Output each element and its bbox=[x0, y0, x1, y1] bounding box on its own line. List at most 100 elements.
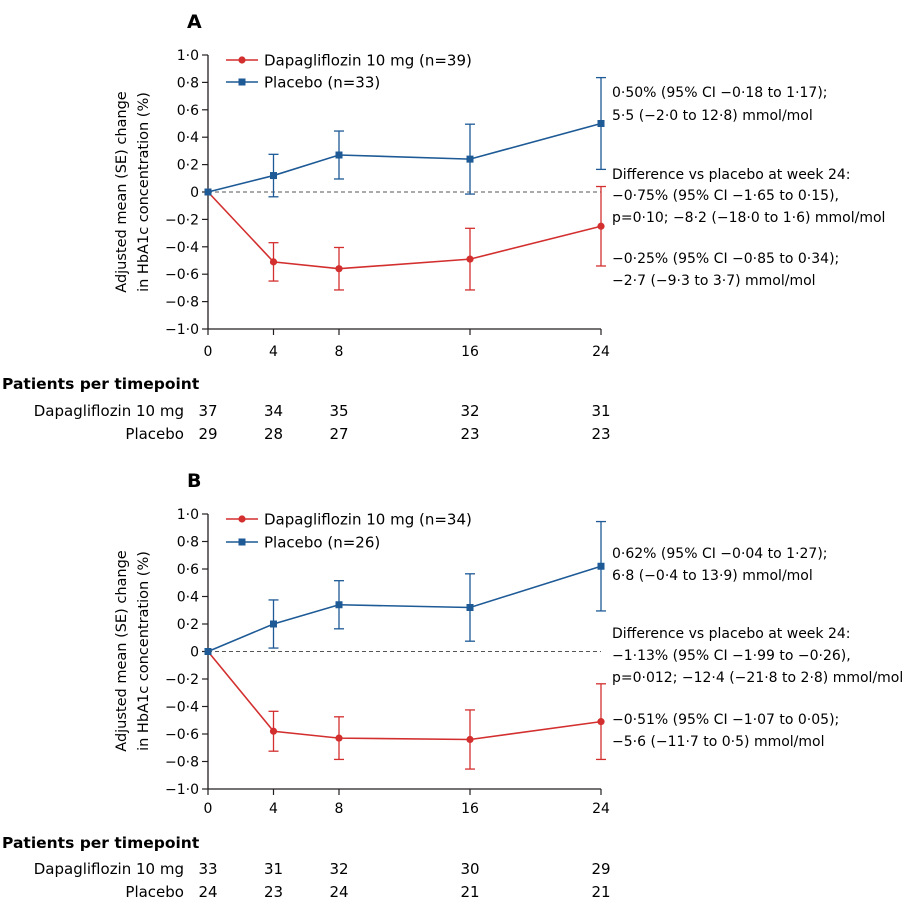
x-tick-label: 16 bbox=[461, 801, 479, 817]
legend-label-placebo: Placebo (n=26) bbox=[264, 534, 380, 552]
annotation-difference: Difference vs placebo at week 24: bbox=[612, 626, 851, 642]
data-point-placebo bbox=[335, 151, 343, 159]
annotation-placebo: 0·62% (95% CI −0·04 to 1·27); bbox=[612, 546, 828, 562]
legend-label-dapagliflozin: Dapagliflozin 10 mg (n=39) bbox=[264, 52, 472, 70]
patients-count: 33 bbox=[198, 860, 217, 878]
data-point-dapagliflozin bbox=[269, 258, 278, 266]
y-tick-label: 0 bbox=[190, 185, 199, 201]
data-point-placebo bbox=[204, 188, 212, 196]
annotation-placebo: 6·8 (−0·4 to 13·9) mmol/mol bbox=[612, 568, 813, 584]
legend-label-dapagliflozin: Dapagliflozin 10 mg (n=34) bbox=[264, 511, 472, 529]
annotation-dapagliflozin: −0·25% (95% CI −0·85 to 0·34); bbox=[612, 251, 839, 267]
patients-count: 23 bbox=[264, 883, 283, 901]
annotation-placebo: 5·5 (−2·0 to 12·8) mmol/mol bbox=[612, 108, 813, 124]
annotation-difference: p=0·012; −12·4 (−21·8 to 2·8) mmol/mol bbox=[612, 670, 903, 686]
annotation-dapagliflozin: −5·6 (−11·7 to 0·5) mmol/mol bbox=[612, 734, 824, 750]
series-line-placebo bbox=[207, 122, 602, 193]
patients-row-label: Placebo bbox=[125, 883, 184, 901]
annotation-dapagliflozin: −0·51% (95% CI −1·07 to 0·05); bbox=[612, 712, 839, 728]
y-axis-label: Adjusted mean (SE) change bbox=[114, 91, 130, 293]
series-line-placebo bbox=[207, 565, 602, 653]
series-line-dapagliflozin bbox=[207, 650, 602, 741]
series-line-dapagliflozin bbox=[207, 191, 602, 270]
data-point-placebo bbox=[466, 604, 474, 611]
series-dapagliflozin bbox=[204, 647, 606, 770]
x-tick-label: 0 bbox=[204, 344, 213, 360]
data-point-dapagliflozin bbox=[466, 255, 474, 263]
legend-marker-placebo bbox=[238, 538, 246, 546]
y-tick-label: −0·8 bbox=[165, 755, 199, 771]
y-tick-label: 0 bbox=[190, 645, 199, 661]
y-tick-label: 0·6 bbox=[177, 103, 199, 119]
y-tick-label: −0·6 bbox=[165, 267, 199, 283]
x-tick-label: 4 bbox=[269, 344, 278, 360]
patients-row-label: Dapagliflozin 10 mg bbox=[34, 402, 184, 420]
series-placebo bbox=[204, 520, 606, 655]
annotation-difference: Difference vs placebo at week 24: bbox=[612, 167, 851, 183]
y-tick-label: 1·0 bbox=[177, 507, 199, 523]
patients-row-label: Dapagliflozin 10 mg bbox=[34, 860, 184, 878]
patients-count: 27 bbox=[329, 425, 348, 443]
x-tick-label: 24 bbox=[592, 801, 610, 817]
data-point-dapagliflozin bbox=[269, 727, 278, 735]
x-tick-label: 24 bbox=[592, 344, 610, 360]
patients-count: 21 bbox=[591, 883, 610, 901]
y-tick-label: 0·4 bbox=[177, 590, 199, 606]
annotation-difference: −1·13% (95% CI −1·99 to −0·26), bbox=[612, 648, 851, 664]
y-axis-label-line2: in HbA1c concentration (%) bbox=[136, 551, 152, 751]
y-axis-label-line2: in HbA1c concentration (%) bbox=[136, 92, 152, 292]
y-tick-label: 1·0 bbox=[177, 48, 199, 64]
data-point-dapagliflozin bbox=[597, 718, 605, 726]
data-point-placebo bbox=[597, 562, 605, 570]
y-tick-label: −0·6 bbox=[165, 727, 199, 743]
y-tick-label: −1·0 bbox=[165, 782, 199, 798]
patients-count: 21 bbox=[460, 883, 479, 901]
data-point-placebo bbox=[270, 172, 277, 180]
annotation-difference: −0·75% (95% CI −1·65 to 0·15), bbox=[612, 188, 839, 204]
patients-count: 32 bbox=[460, 402, 479, 420]
y-tick-label: −0·2 bbox=[165, 212, 199, 228]
data-point-dapagliflozin bbox=[597, 222, 605, 230]
patients-count: 24 bbox=[198, 883, 217, 901]
y-axis-label: Adjusted mean (SE) change bbox=[114, 550, 130, 752]
patients-count: 23 bbox=[591, 425, 610, 443]
patients-count: 31 bbox=[591, 402, 610, 420]
data-point-placebo bbox=[270, 620, 277, 628]
annotation-dapagliflozin: −2·7 (−9·3 to 3·7) mmol/mol bbox=[612, 273, 816, 289]
y-tick-label: −0·4 bbox=[165, 700, 199, 716]
patients-row-label: Placebo bbox=[125, 425, 184, 443]
y-tick-label: 0·8 bbox=[177, 75, 199, 91]
patients-count: 23 bbox=[460, 425, 479, 443]
y-tick-label: −1·0 bbox=[165, 322, 199, 338]
y-tick-label: −0·4 bbox=[165, 240, 199, 256]
patients-count: 28 bbox=[264, 425, 283, 443]
panel-label: A bbox=[187, 11, 202, 33]
x-tick-label: 16 bbox=[461, 344, 479, 360]
data-point-dapagliflozin bbox=[466, 735, 474, 744]
x-tick-label: 8 bbox=[335, 344, 344, 360]
panel-label: B bbox=[187, 470, 201, 492]
data-point-placebo bbox=[466, 155, 474, 163]
legend-label-placebo: Placebo (n=33) bbox=[264, 74, 380, 92]
series-dapagliflozin bbox=[204, 185, 606, 291]
x-tick-label: 8 bbox=[335, 801, 344, 817]
patients-count: 24 bbox=[329, 883, 348, 901]
y-tick-label: −0·2 bbox=[165, 672, 199, 688]
patients-count: 32 bbox=[329, 860, 348, 878]
patients-count: 31 bbox=[264, 860, 283, 878]
patients-count: 30 bbox=[460, 860, 479, 878]
y-tick-label: 0·6 bbox=[177, 562, 199, 578]
y-tick-label: 0·8 bbox=[177, 535, 199, 551]
y-tick-label: 0·2 bbox=[177, 617, 199, 633]
patients-count: 34 bbox=[264, 402, 283, 420]
patients-count: 37 bbox=[198, 402, 217, 420]
patients-count: 35 bbox=[329, 402, 348, 420]
annotation-difference: p=0·10; −8·2 (−18·0 to 1·6) mmol/mol bbox=[612, 210, 885, 226]
y-tick-label: −0·8 bbox=[165, 295, 199, 311]
legend-marker-placebo bbox=[238, 78, 246, 86]
y-tick-label: 0·4 bbox=[177, 130, 199, 146]
series-placebo bbox=[204, 76, 606, 198]
data-point-placebo bbox=[597, 120, 605, 127]
x-tick-label: 0 bbox=[204, 801, 213, 817]
panel-b: B 1·0 0·8 0·6 0·4 0·2 0 −0·2 −0·4 −0·6 −0·8 −1·0 0 4 8… bbox=[2, 470, 903, 901]
